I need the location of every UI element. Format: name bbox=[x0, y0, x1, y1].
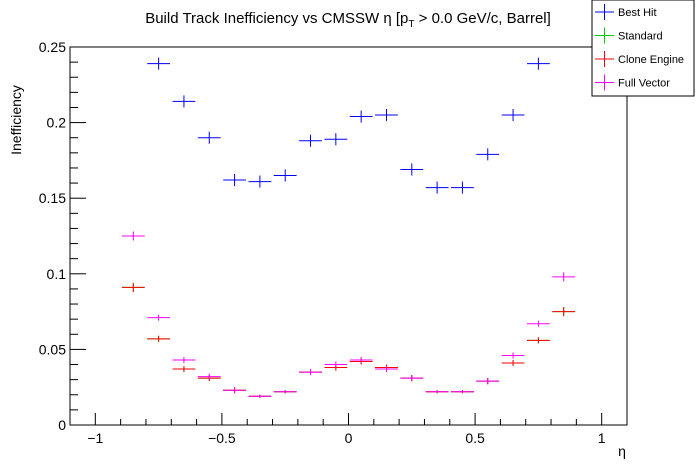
legend-box bbox=[591, 0, 695, 97]
data-point bbox=[400, 163, 424, 176]
data-point bbox=[451, 390, 474, 394]
y-tick-label: 0 bbox=[58, 417, 66, 433]
data-point bbox=[273, 169, 297, 182]
data-point bbox=[223, 174, 246, 187]
y-tick-label: 0.15 bbox=[39, 190, 66, 206]
data-point bbox=[375, 108, 398, 122]
x-axis: −1 −0.5 0 0.5 1 bbox=[69, 413, 628, 446]
legend-label: Full Vector bbox=[618, 78, 670, 90]
data-point bbox=[476, 148, 500, 161]
data-point bbox=[248, 394, 272, 398]
data-point bbox=[172, 366, 196, 373]
data-point bbox=[552, 307, 576, 317]
x-tick-label: −0.5 bbox=[208, 430, 236, 446]
data-point bbox=[400, 375, 424, 382]
data-point bbox=[299, 369, 322, 376]
data-point bbox=[552, 272, 576, 282]
data-point bbox=[248, 175, 272, 188]
x-tick-label: 0.5 bbox=[465, 430, 485, 446]
data-point bbox=[349, 110, 373, 123]
data-point bbox=[223, 387, 246, 394]
y-axis-title: Inefficiency bbox=[8, 85, 24, 155]
legend-label: Best Hit bbox=[618, 7, 657, 19]
legend-label: Standard bbox=[618, 31, 663, 43]
legend-entry: Full Vector bbox=[595, 74, 670, 91]
data-point bbox=[476, 378, 500, 385]
x-tick-label: 0 bbox=[345, 430, 353, 446]
data-point bbox=[324, 133, 348, 146]
plot-frame bbox=[69, 46, 628, 426]
y-tick-label: 0.2 bbox=[47, 115, 67, 131]
data-point bbox=[451, 181, 474, 194]
series-standard bbox=[121, 282, 576, 398]
y-tick-label: 0.1 bbox=[47, 266, 67, 282]
chart-title-subscript: T bbox=[408, 19, 414, 30]
data-point bbox=[147, 335, 171, 342]
data-point bbox=[375, 366, 398, 373]
data-point bbox=[147, 57, 171, 70]
series-best-hit bbox=[147, 57, 550, 194]
data-series bbox=[121, 57, 576, 398]
data-point bbox=[324, 361, 348, 368]
legend-entry: Standard bbox=[595, 27, 663, 44]
data-point bbox=[501, 352, 525, 359]
y-axis: 0 0.05 0.1 0.15 0.2 0.25 bbox=[39, 39, 86, 433]
data-point bbox=[121, 231, 145, 241]
data-point bbox=[349, 356, 373, 364]
data-point bbox=[425, 181, 449, 194]
data-point bbox=[147, 314, 171, 321]
series-clone-engine bbox=[121, 282, 576, 398]
legend-entry: Best Hit bbox=[595, 4, 657, 20]
data-point bbox=[526, 337, 550, 344]
data-point bbox=[172, 95, 196, 108]
data-point bbox=[197, 373, 221, 380]
data-point bbox=[172, 356, 196, 364]
x-tick-label: −1 bbox=[87, 430, 103, 446]
data-point bbox=[299, 134, 322, 147]
data-point bbox=[526, 57, 550, 70]
data-point bbox=[121, 282, 145, 292]
x-tick-label: 1 bbox=[598, 430, 606, 446]
series-full-vector bbox=[121, 231, 576, 398]
data-point bbox=[197, 131, 221, 144]
legend: Best Hit Standard Clone Engine Full Vector bbox=[591, 0, 695, 97]
x-axis-title: η bbox=[618, 443, 626, 459]
data-point bbox=[501, 108, 525, 122]
data-point bbox=[273, 390, 297, 394]
data-point bbox=[425, 390, 449, 394]
legend-entry: Clone Engine bbox=[595, 51, 684, 67]
data-point bbox=[501, 359, 525, 367]
legend-label: Clone Engine bbox=[618, 54, 684, 66]
y-tick-label: 0.25 bbox=[39, 39, 66, 55]
chart-title: Build Track Inefficiency vs CMSSW η [pT … bbox=[145, 10, 551, 30]
data-point bbox=[526, 320, 550, 327]
y-tick-label: 0.05 bbox=[39, 341, 66, 357]
